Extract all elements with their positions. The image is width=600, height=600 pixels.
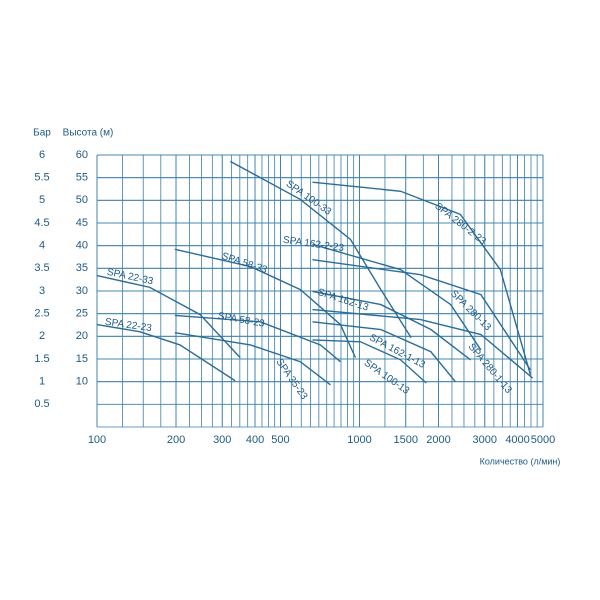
pump-curve [174,332,331,386]
y-tick-label: 20 [76,330,88,342]
pump-curve [174,248,357,358]
pump-curve [312,321,456,383]
pump-curve [312,243,482,351]
y-axis-title: Высота (м) [63,128,114,139]
y2-tick-label: 4.5 [34,217,49,229]
x-tick-label: 1500 [393,434,417,446]
y2-tick-label: 5.5 [34,172,49,184]
y2-tick-label: 1 [39,376,45,388]
pump-curve [312,181,532,376]
y2-tick-label: 3 [39,285,45,297]
y2-tick-label: 2.5 [34,308,49,320]
x-axis-title: Количество (л/мин) [480,456,561,466]
curve-label: SPA 22-33 [106,267,155,288]
pump-curve [229,160,412,339]
y-tick-label: 40 [76,240,88,252]
y2-tick-label: 0.5 [34,398,49,410]
x-tick-label: 300 [213,434,231,446]
y-tick-label: 30 [76,285,88,297]
pump-curve [312,339,427,384]
y2-tick-label: 2 [39,330,45,342]
x-tick-label: 1000 [347,434,371,446]
y-tick-label: 15 [76,353,88,365]
pump-curve [96,274,241,359]
pump-curve [312,308,534,379]
curve-label: SPA 280-2-23 [433,201,489,248]
curve-label: SPA 58-33 [220,251,269,276]
x-tick-label: 200 [167,434,185,446]
curve-label: SPA 280-1-13 [466,342,514,397]
pump-curve [96,323,236,382]
y2-tick-label: 5 [39,194,45,206]
y-tick-label: 10 [76,376,88,388]
y2-tick-label: 4 [39,240,45,252]
x-tick-label: 100 [88,434,106,446]
y-tick-label: 50 [76,194,88,206]
x-tick-label: 500 [271,434,289,446]
y-tick-label: 35 [76,262,88,274]
x-tick-label: 400 [246,434,264,446]
x-tick-label: 2000 [426,434,450,446]
y2-axis-title: Бар [33,128,51,139]
x-tick-label: 4000 [505,434,529,446]
pump-curve [312,259,532,371]
y-tick-label: 25 [76,308,88,320]
curve-label: SPA 22-23 [104,317,153,335]
y-tick-label: 45 [76,217,88,229]
y2-tick-label: 1.5 [34,353,49,365]
x-tick-label: 3000 [473,434,497,446]
pump-curve [312,290,472,361]
y-tick-label: 60 [76,149,88,161]
y2-tick-label: 6 [39,149,45,161]
pump-curve [174,314,341,363]
y2-tick-label: 3.5 [34,262,49,274]
x-tick-label: 5000 [531,434,555,446]
y-tick-label: 55 [76,172,88,184]
